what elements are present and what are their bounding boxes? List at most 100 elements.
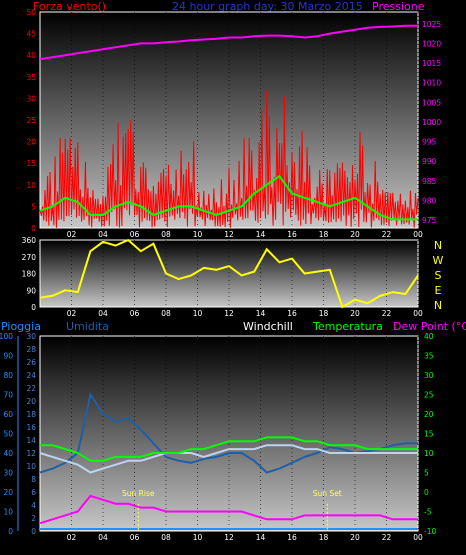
- rain-y-tick-label: 30: [3, 469, 13, 478]
- rain-y-tick-label: 40: [3, 449, 13, 458]
- rain-y-tick-label: 0: [8, 527, 13, 536]
- direction-x-tick-label: 02: [67, 309, 77, 318]
- humidity-y-tick-label: 0: [31, 527, 36, 536]
- compass-label: N: [434, 239, 442, 252]
- wind-y-tick-label: 30: [26, 94, 36, 103]
- wind-y-tick-label: 5: [31, 202, 36, 211]
- temperature-y-tick-label: 30: [424, 371, 434, 380]
- direction-x-tick-label: 04: [98, 309, 108, 318]
- wind-y-tick-label: 25: [26, 116, 36, 125]
- wind-y-tick-label: 50: [26, 8, 36, 17]
- legend-temperature: Temperatura: [313, 320, 383, 333]
- wind-average-series: [39, 174, 418, 221]
- pressure-y-tick-label: 1020: [422, 39, 441, 48]
- series-windchill: [39, 444, 418, 474]
- humidity-y-tick-label: 30: [26, 332, 36, 341]
- series-dewpoint: [39, 494, 418, 525]
- pressure-y-tick-label: 980: [422, 197, 437, 206]
- direction-x-tick-label: 10: [193, 309, 203, 318]
- pressure-y-tick-label: 1010: [422, 79, 441, 88]
- humidity-y-tick-label: 14: [26, 436, 36, 445]
- temperature-y-tick-label: 15: [424, 430, 434, 439]
- humidity-y-tick-label: 22: [26, 384, 36, 393]
- wind-gust-series: [39, 90, 419, 228]
- temp-panel: [40, 336, 418, 531]
- humidity-y-tick-label: 10: [26, 462, 36, 471]
- direction-x-tick-label: 18: [319, 309, 329, 318]
- temperature-y-tick-label: 0: [424, 488, 429, 497]
- rain-y-tick-label: 90: [3, 352, 13, 361]
- pressure-y-tick-label: 990: [422, 157, 437, 166]
- direction-x-tick-label: 22: [382, 309, 392, 318]
- humidity-y-tick-label: 26: [26, 358, 36, 367]
- wind-x-tick-label: 16: [287, 230, 297, 239]
- humidity-y-tick-label: 24: [26, 371, 36, 380]
- wind-y-tick-label: 0: [31, 224, 36, 233]
- series-temperature: [40, 436, 418, 462]
- temperature-y-tick-label: -10: [424, 527, 436, 536]
- wind-x-tick-label: 08: [161, 230, 171, 239]
- direction-y-tick-label: 360: [22, 236, 37, 245]
- humidity-y-tick-label: 4: [31, 501, 36, 510]
- humidity-y-tick-label: 6: [31, 488, 36, 497]
- temperature-y-tick-label: -5: [424, 508, 432, 517]
- wind-y-tick-label: 45: [26, 30, 36, 39]
- temp-x-tick-label: 12: [224, 533, 234, 542]
- rain-y-tick-label: 10: [3, 508, 13, 517]
- humidity-y-tick-label: 28: [26, 345, 36, 354]
- humidity-y-tick-label: 2: [31, 514, 36, 523]
- humidity-y-tick-label: 12: [26, 449, 36, 458]
- pressure-y-tick-label: 1015: [422, 59, 441, 68]
- rain-y-tick-label: 50: [3, 430, 13, 439]
- direction-y-tick-label: 270: [22, 253, 37, 262]
- pressure-series: [39, 24, 418, 61]
- legend-rain: Pioggia: [1, 320, 41, 333]
- direction-x-tick-label: 12: [224, 309, 234, 318]
- rain-y-tick-label: 20: [3, 488, 13, 497]
- wind-y-tick-label: 40: [26, 51, 36, 60]
- temp-x-tick-label: 16: [287, 533, 297, 542]
- direction-x-tick-label: 06: [130, 309, 140, 318]
- direction-x-tick-label: 00: [413, 309, 423, 318]
- compass-label: W: [433, 254, 444, 267]
- humidity-y-tick-label: 20: [26, 397, 36, 406]
- temperature-y-tick-label: 10: [424, 449, 434, 458]
- wind-direction-series: [39, 238, 419, 309]
- direction-x-tick-label: 08: [161, 309, 171, 318]
- wind-x-tick-label: 20: [350, 230, 360, 239]
- wind-x-tick-label: 12: [224, 230, 234, 239]
- temp-x-tick-label: 00: [413, 533, 423, 542]
- rain-y-tick-label: 70: [3, 391, 13, 400]
- temp-x-tick-label: 10: [193, 533, 203, 542]
- temp-x-tick-label: 06: [130, 533, 140, 542]
- compass-label: E: [435, 284, 442, 297]
- graph-title: 24 hour graph day: 30 Marzo 2015: [172, 0, 363, 13]
- pressure-y-tick-label: 1025: [422, 20, 441, 29]
- wind-x-tick-label: 10: [193, 230, 203, 239]
- wind-x-tick-label: 04: [98, 230, 108, 239]
- wind-x-tick-label: 22: [382, 230, 392, 239]
- temperature-y-tick-label: 5: [424, 469, 429, 478]
- direction-y-tick-label: 90: [26, 286, 36, 295]
- wind-x-tick-label: 02: [67, 230, 77, 239]
- temp-x-tick-label: 08: [161, 533, 171, 542]
- rain-y-tick-label: 80: [3, 371, 13, 380]
- direction-x-tick-label: 14: [256, 309, 266, 318]
- pressure-y-tick-label: 1005: [422, 98, 441, 107]
- temp-x-tick-label: 18: [319, 533, 329, 542]
- wind-x-tick-label: 00: [413, 230, 423, 239]
- temperature-y-tick-label: 40: [424, 332, 434, 341]
- pressure-y-tick-label: 995: [422, 138, 437, 147]
- direction-panel: [40, 240, 418, 307]
- legend-humidity: Umidita: [66, 320, 109, 333]
- wind-axis-title: Forza vento(): [33, 0, 107, 13]
- compass-label: S: [435, 269, 442, 282]
- humidity-y-tick-label: 8: [31, 475, 36, 484]
- direction-x-tick-label: 20: [350, 309, 360, 318]
- pressure-axis-title: Pressione: [372, 0, 425, 13]
- pressure-y-tick-label: 975: [422, 216, 437, 225]
- direction-x-tick-label: 16: [287, 309, 297, 318]
- wind-y-tick-label: 10: [26, 181, 36, 190]
